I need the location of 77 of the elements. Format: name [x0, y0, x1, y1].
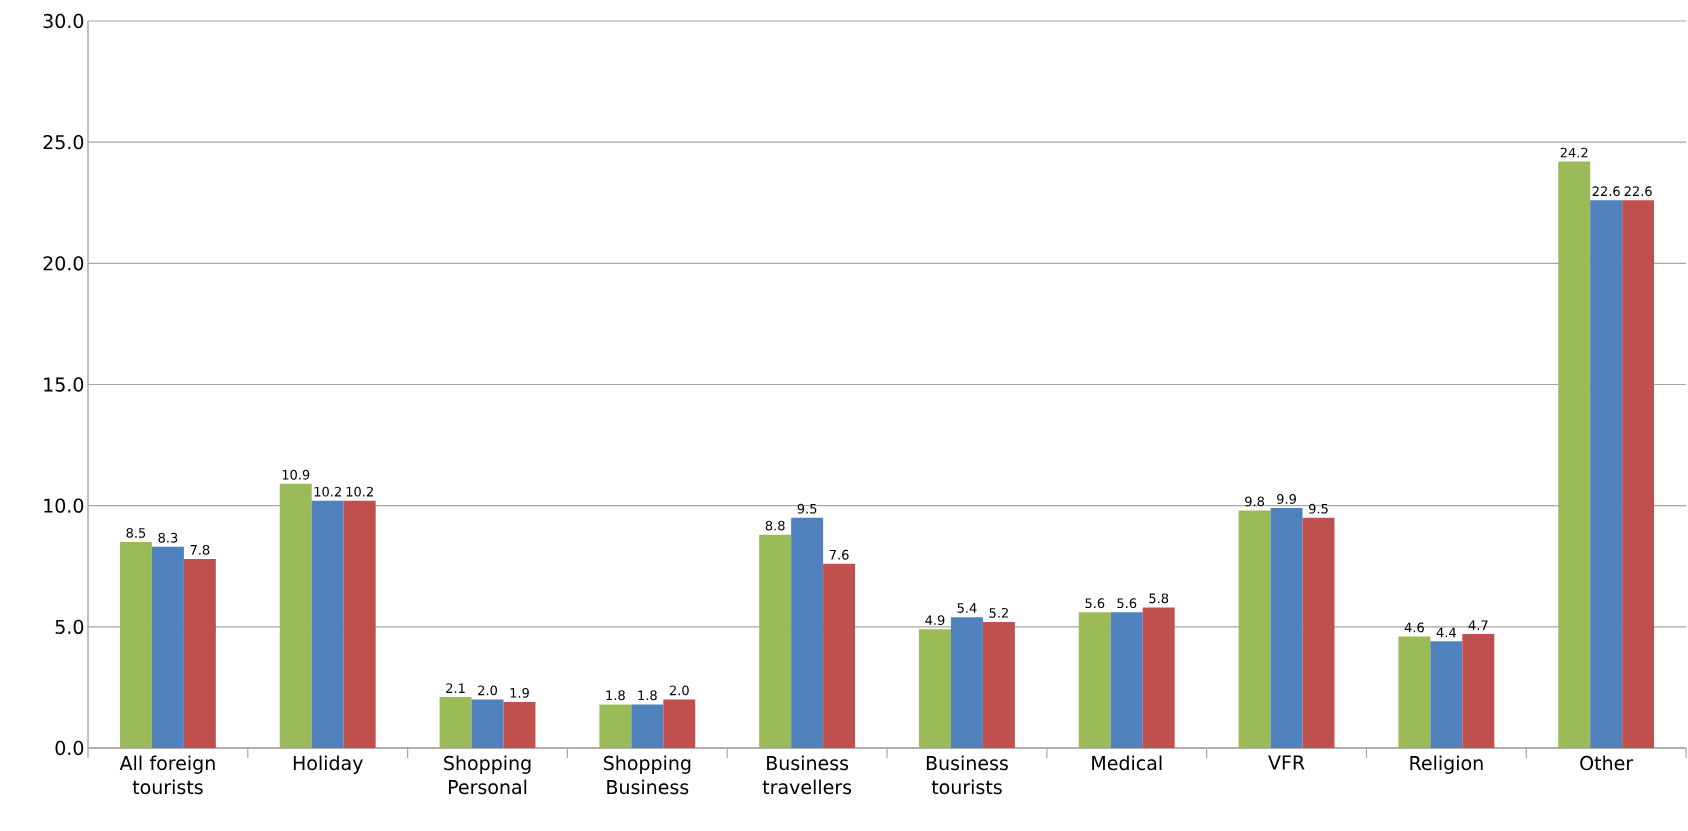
data-label: 1.9 [510, 687, 529, 698]
bar [311, 500, 344, 748]
x-tick-label: Shopping Personal [444, 755, 531, 795]
bar [503, 701, 536, 748]
bar [1078, 612, 1111, 748]
bar [1270, 508, 1303, 748]
data-label: 9.5 [797, 503, 817, 514]
x-tick-label: VFR [1268, 755, 1305, 770]
bar [982, 621, 1015, 748]
x-tick-label: Business tourists [926, 755, 1008, 795]
data-label: 9.9 [1277, 494, 1296, 504]
data-label: 22.6 [1592, 186, 1620, 197]
bar [823, 563, 856, 748]
bar [119, 542, 152, 748]
data-label: 9.8 [1245, 496, 1265, 507]
bar [599, 704, 632, 748]
data-label: 2.0 [669, 685, 689, 696]
bar [151, 546, 184, 748]
data-label: 7.6 [829, 549, 849, 560]
x-tick-label: Shopping Business [603, 755, 691, 795]
data-label: 7.8 [190, 544, 210, 555]
bar [663, 699, 696, 748]
bar [439, 697, 472, 748]
bar [343, 500, 376, 748]
data-label: 4.7 [1468, 620, 1488, 630]
bar [631, 704, 664, 748]
bar [1302, 517, 1335, 748]
x-tick-label: Other [1580, 755, 1634, 771]
bar [1462, 634, 1495, 748]
data-label: 8.5 [126, 527, 146, 538]
y-tick-label: 30.0 [43, 13, 84, 29]
bar [1622, 200, 1655, 748]
bar [1558, 161, 1591, 748]
data-label: 2.0 [478, 685, 497, 696]
data-label: 5.6 [1117, 598, 1137, 609]
data-label: 5.6 [1085, 598, 1105, 609]
bar [1398, 636, 1431, 748]
data-label: 10.2 [346, 486, 373, 497]
data-label: 10.9 [282, 469, 310, 480]
x-tick-label: Religion [1410, 755, 1483, 774]
data-label: 10.2 [314, 486, 341, 497]
bar [183, 558, 216, 748]
x-tick-label: Medical [1092, 755, 1162, 771]
x-tick-label: All foreign tourists [119, 755, 215, 795]
bar [919, 629, 951, 748]
data-label: 9.5 [1309, 503, 1328, 514]
bar [759, 534, 792, 748]
bar [950, 617, 983, 748]
bar [471, 699, 504, 748]
bar [1142, 607, 1175, 748]
bar [1110, 612, 1143, 748]
data-label: 5.2 [989, 607, 1008, 618]
data-label: 5.4 [957, 603, 977, 613]
data-label: 24.2 [1560, 147, 1588, 158]
data-label: 4.9 [925, 615, 945, 626]
data-label: 2.1 [446, 683, 465, 693]
bar [1430, 641, 1463, 748]
y-tick-label: 15.0 [44, 377, 84, 392]
data-label: 4.4 [1436, 627, 1456, 638]
bar [791, 517, 824, 748]
y-tick-label: 5.0 [55, 619, 84, 635]
y-tick-label: 0.0 [55, 740, 84, 756]
data-label: 22.6 [1624, 186, 1652, 197]
data-label: 1.8 [606, 690, 625, 701]
y-tick-label: 10.0 [44, 498, 84, 513]
data-label: 8.3 [158, 532, 178, 543]
y-tick-label: 25.0 [43, 134, 84, 150]
data-label: 1.8 [638, 690, 657, 701]
x-tick-label: Holiday [293, 755, 363, 774]
bar [1238, 510, 1271, 748]
data-label: 8.8 [765, 520, 785, 531]
data-label: 4.6 [1404, 622, 1424, 633]
x-tick-label: Business travellers [762, 755, 852, 795]
y-tick-label: 20.0 [43, 256, 84, 271]
bar [279, 483, 312, 748]
bar [1590, 200, 1623, 748]
data-label: 5.8 [1149, 593, 1169, 604]
